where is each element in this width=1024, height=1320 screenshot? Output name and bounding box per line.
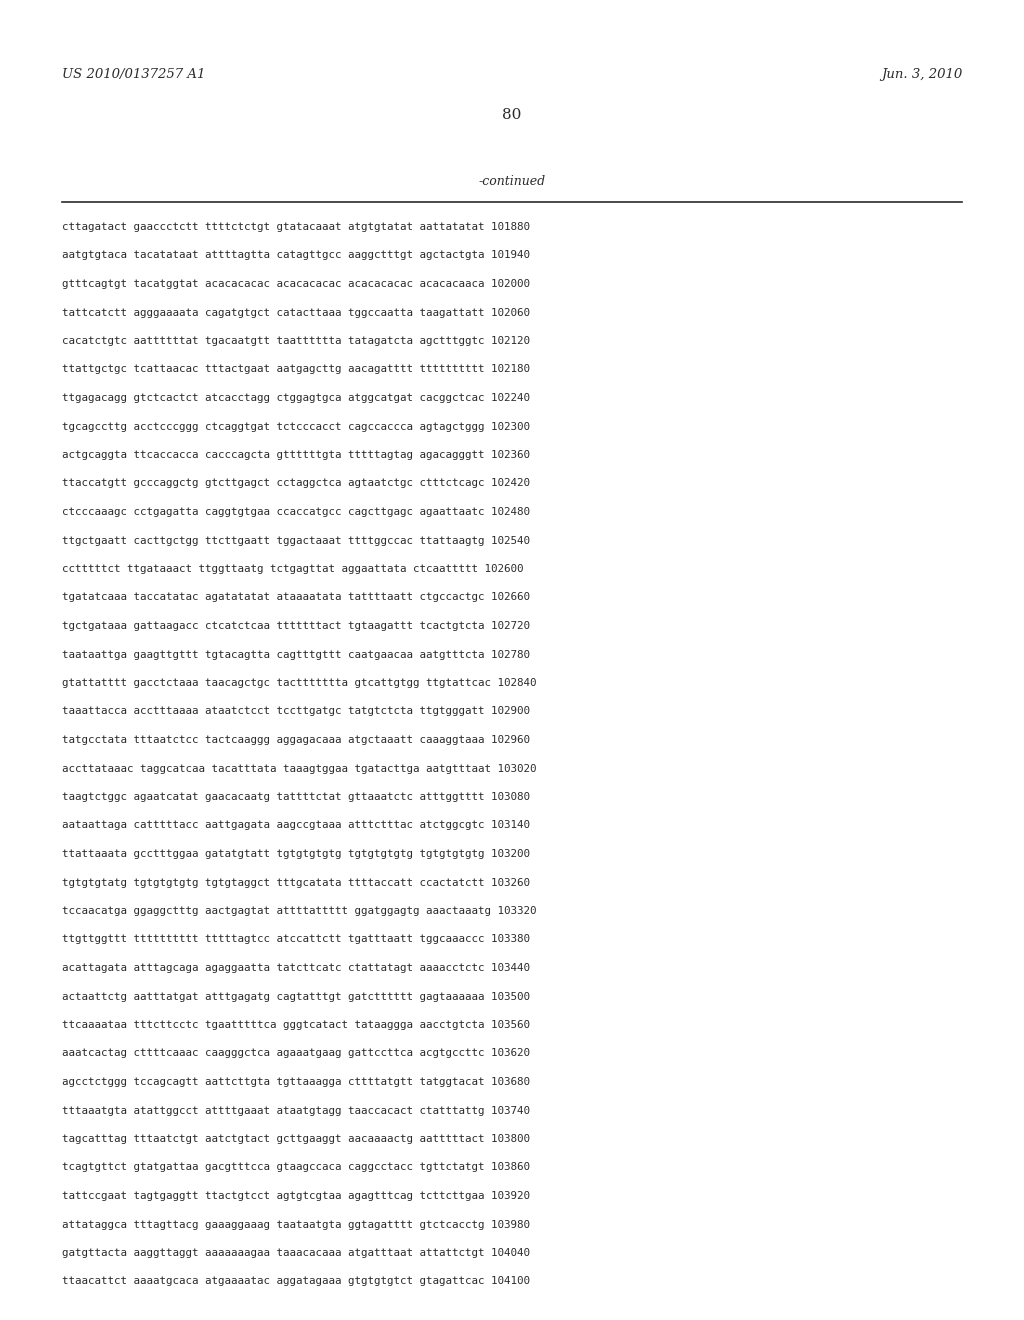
Text: ttgagacagg gtctcactct atcacctagg ctggagtgca atggcatgat cacggctcac 102240: ttgagacagg gtctcactct atcacctagg ctggagt… — [62, 393, 530, 403]
Text: gtttcagtgt tacatggtat acacacacac acacacacac acacacacac acacacaaca 102000: gtttcagtgt tacatggtat acacacacac acacaca… — [62, 279, 530, 289]
Text: taataattga gaagttgttt tgtacagtta cagtttgttt caatgaacaa aatgtttcta 102780: taataattga gaagttgttt tgtacagtta cagtttg… — [62, 649, 530, 660]
Text: aataattaga catttttacc aattgagata aagccgtaaa atttctttac atctggcgtc 103140: aataattaga catttttacc aattgagata aagccgt… — [62, 821, 530, 830]
Text: Jun. 3, 2010: Jun. 3, 2010 — [881, 69, 962, 81]
Text: ttaccatgtt gcccaggctg gtcttgagct cctaggctca agtaatctgc ctttctcagc 102420: ttaccatgtt gcccaggctg gtcttgagct cctaggc… — [62, 479, 530, 488]
Text: attataggca tttagttacg gaaaggaaag taataatgta ggtagatttt gtctcacctg 103980: attataggca tttagttacg gaaaggaaag taataat… — [62, 1220, 530, 1229]
Text: ttcaaaataa tttcttcctc tgaatttttca gggtcatact tataaggga aacctgtcta 103560: ttcaaaataa tttcttcctc tgaatttttca gggtca… — [62, 1020, 530, 1030]
Text: tattccgaat tagtgaggtt ttactgtcct agtgtcgtaa agagtttcag tcttcttgaa 103920: tattccgaat tagtgaggtt ttactgtcct agtgtcg… — [62, 1191, 530, 1201]
Text: tgtgtgtatg tgtgtgtgtg tgtgtaggct tttgcatata ttttaccatt ccactatctt 103260: tgtgtgtatg tgtgtgtgtg tgtgtaggct tttgcat… — [62, 878, 530, 887]
Text: ttaacattct aaaatgcaca atgaaaatac aggatagaaa gtgtgtgtct gtagattcac 104100: ttaacattct aaaatgcaca atgaaaatac aggatag… — [62, 1276, 530, 1287]
Text: tccaacatga ggaggctttg aactgagtat attttattttt ggatggagtg aaactaaatg 103320: tccaacatga ggaggctttg aactgagtat attttat… — [62, 906, 537, 916]
Text: gtattatttt gacctctaaa taacagctgc tacttttttta gtcattgtgg ttgtattcac 102840: gtattatttt gacctctaaa taacagctgc tactttt… — [62, 678, 537, 688]
Text: tgcagccttg acctcccggg ctcaggtgat tctcccacct cagccaccca agtagctggg 102300: tgcagccttg acctcccggg ctcaggtgat tctccca… — [62, 421, 530, 432]
Text: ctcccaaagc cctgagatta caggtgtgaa ccaccatgcc cagcttgagc agaattaatc 102480: ctcccaaagc cctgagatta caggtgtgaa ccaccat… — [62, 507, 530, 517]
Text: tgctgataaa gattaagacc ctcatctcaa tttttttact tgtaagattt tcactgtcta 102720: tgctgataaa gattaagacc ctcatctcaa ttttttt… — [62, 620, 530, 631]
Text: tgatatcaaa taccatatac agatatatat ataaaatata tattttaatt ctgccactgc 102660: tgatatcaaa taccatatac agatatatat ataaaat… — [62, 593, 530, 602]
Text: tttaaatgta atattggcct attttgaaat ataatgtagg taaccacact ctatttattg 103740: tttaaatgta atattggcct attttgaaat ataatgt… — [62, 1106, 530, 1115]
Text: aatgtgtaca tacatataat attttagtta catagttgcc aaggctttgt agctactgta 101940: aatgtgtaca tacatataat attttagtta catagtt… — [62, 251, 530, 260]
Text: ttgttggttt tttttttttt tttttagtcc atccattctt tgatttaatt tggcaaaccc 103380: ttgttggttt tttttttttt tttttagtcc atccatt… — [62, 935, 530, 945]
Text: aaatcactag cttttcaaac caagggctca agaaatgaag gattccttca acgtgccttc 103620: aaatcactag cttttcaaac caagggctca agaaatg… — [62, 1048, 530, 1059]
Text: gatgttacta aaggttaggt aaaaaaagaa taaacacaaa atgatttaat attattctgt 104040: gatgttacta aaggttaggt aaaaaaagaa taaacac… — [62, 1247, 530, 1258]
Text: 80: 80 — [503, 108, 521, 121]
Text: -continued: -continued — [478, 176, 546, 187]
Text: ttattgctgc tcattaacac tttactgaat aatgagcttg aacagatttt tttttttttt 102180: ttattgctgc tcattaacac tttactgaat aatgagc… — [62, 364, 530, 375]
Text: taaattacca acctttaaaa ataatctcct tccttgatgc tatgtctcta ttgtgggatt 102900: taaattacca acctttaaaa ataatctcct tccttga… — [62, 706, 530, 717]
Text: cctttttct ttgataaact ttggttaatg tctgagttat aggaattata ctcaattttt 102600: cctttttct ttgataaact ttggttaatg tctgagtt… — [62, 564, 523, 574]
Text: cttagatact gaaccctctt ttttctctgt gtatacaaat atgtgtatat aattatatat 101880: cttagatact gaaccctctt ttttctctgt gtataca… — [62, 222, 530, 232]
Text: tcagtgttct gtatgattaa gacgtttcca gtaagccaca caggcctacc tgttctatgt 103860: tcagtgttct gtatgattaa gacgtttcca gtaagcc… — [62, 1163, 530, 1172]
Text: US 2010/0137257 A1: US 2010/0137257 A1 — [62, 69, 206, 81]
Text: tattcatctt agggaaaata cagatgtgct catacttaaa tggccaatta taagattatt 102060: tattcatctt agggaaaata cagatgtgct catactt… — [62, 308, 530, 318]
Text: agcctctggg tccagcagtt aattcttgta tgttaaagga cttttatgtt tatggtacat 103680: agcctctggg tccagcagtt aattcttgta tgttaaa… — [62, 1077, 530, 1086]
Text: ttgctgaatt cacttgctgg ttcttgaatt tggactaaat ttttggccac ttattaagtg 102540: ttgctgaatt cacttgctgg ttcttgaatt tggacta… — [62, 536, 530, 545]
Text: tagcatttag tttaatctgt aatctgtact gcttgaaggt aacaaaactg aatttttact 103800: tagcatttag tttaatctgt aatctgtact gcttgaa… — [62, 1134, 530, 1144]
Text: accttataaac taggcatcaa tacatttata taaagtggaa tgatacttga aatgtttaat 103020: accttataaac taggcatcaa tacatttata taaagt… — [62, 763, 537, 774]
Text: ttattaaata gcctttggaa gatatgtatt tgtgtgtgtg tgtgtgtgtg tgtgtgtgtg 103200: ttattaaata gcctttggaa gatatgtatt tgtgtgt… — [62, 849, 530, 859]
Text: actgcaggta ttcaccacca cacccagcta gttttttgta tttttagtag agacagggtt 102360: actgcaggta ttcaccacca cacccagcta gtttttt… — [62, 450, 530, 459]
Text: actaattctg aatttatgat atttgagatg cagtatttgt gatctttttt gagtaaaaaa 103500: actaattctg aatttatgat atttgagatg cagtatt… — [62, 991, 530, 1002]
Text: taagtctggc agaatcatat gaacacaatg tattttctat gttaaatctc atttggtttt 103080: taagtctggc agaatcatat gaacacaatg tattttc… — [62, 792, 530, 803]
Text: cacatctgtc aattttttat tgacaatgtt taatttttta tatagatcta agctttggtc 102120: cacatctgtc aattttttat tgacaatgtt taatttt… — [62, 337, 530, 346]
Text: tatgcctata tttaatctcc tactcaaggg aggagacaaa atgctaaatt caaaggtaaa 102960: tatgcctata tttaatctcc tactcaaggg aggagac… — [62, 735, 530, 744]
Text: acattagata atttagcaga agaggaatta tatcttcatc ctattatagt aaaacctctc 103440: acattagata atttagcaga agaggaatta tatcttc… — [62, 964, 530, 973]
